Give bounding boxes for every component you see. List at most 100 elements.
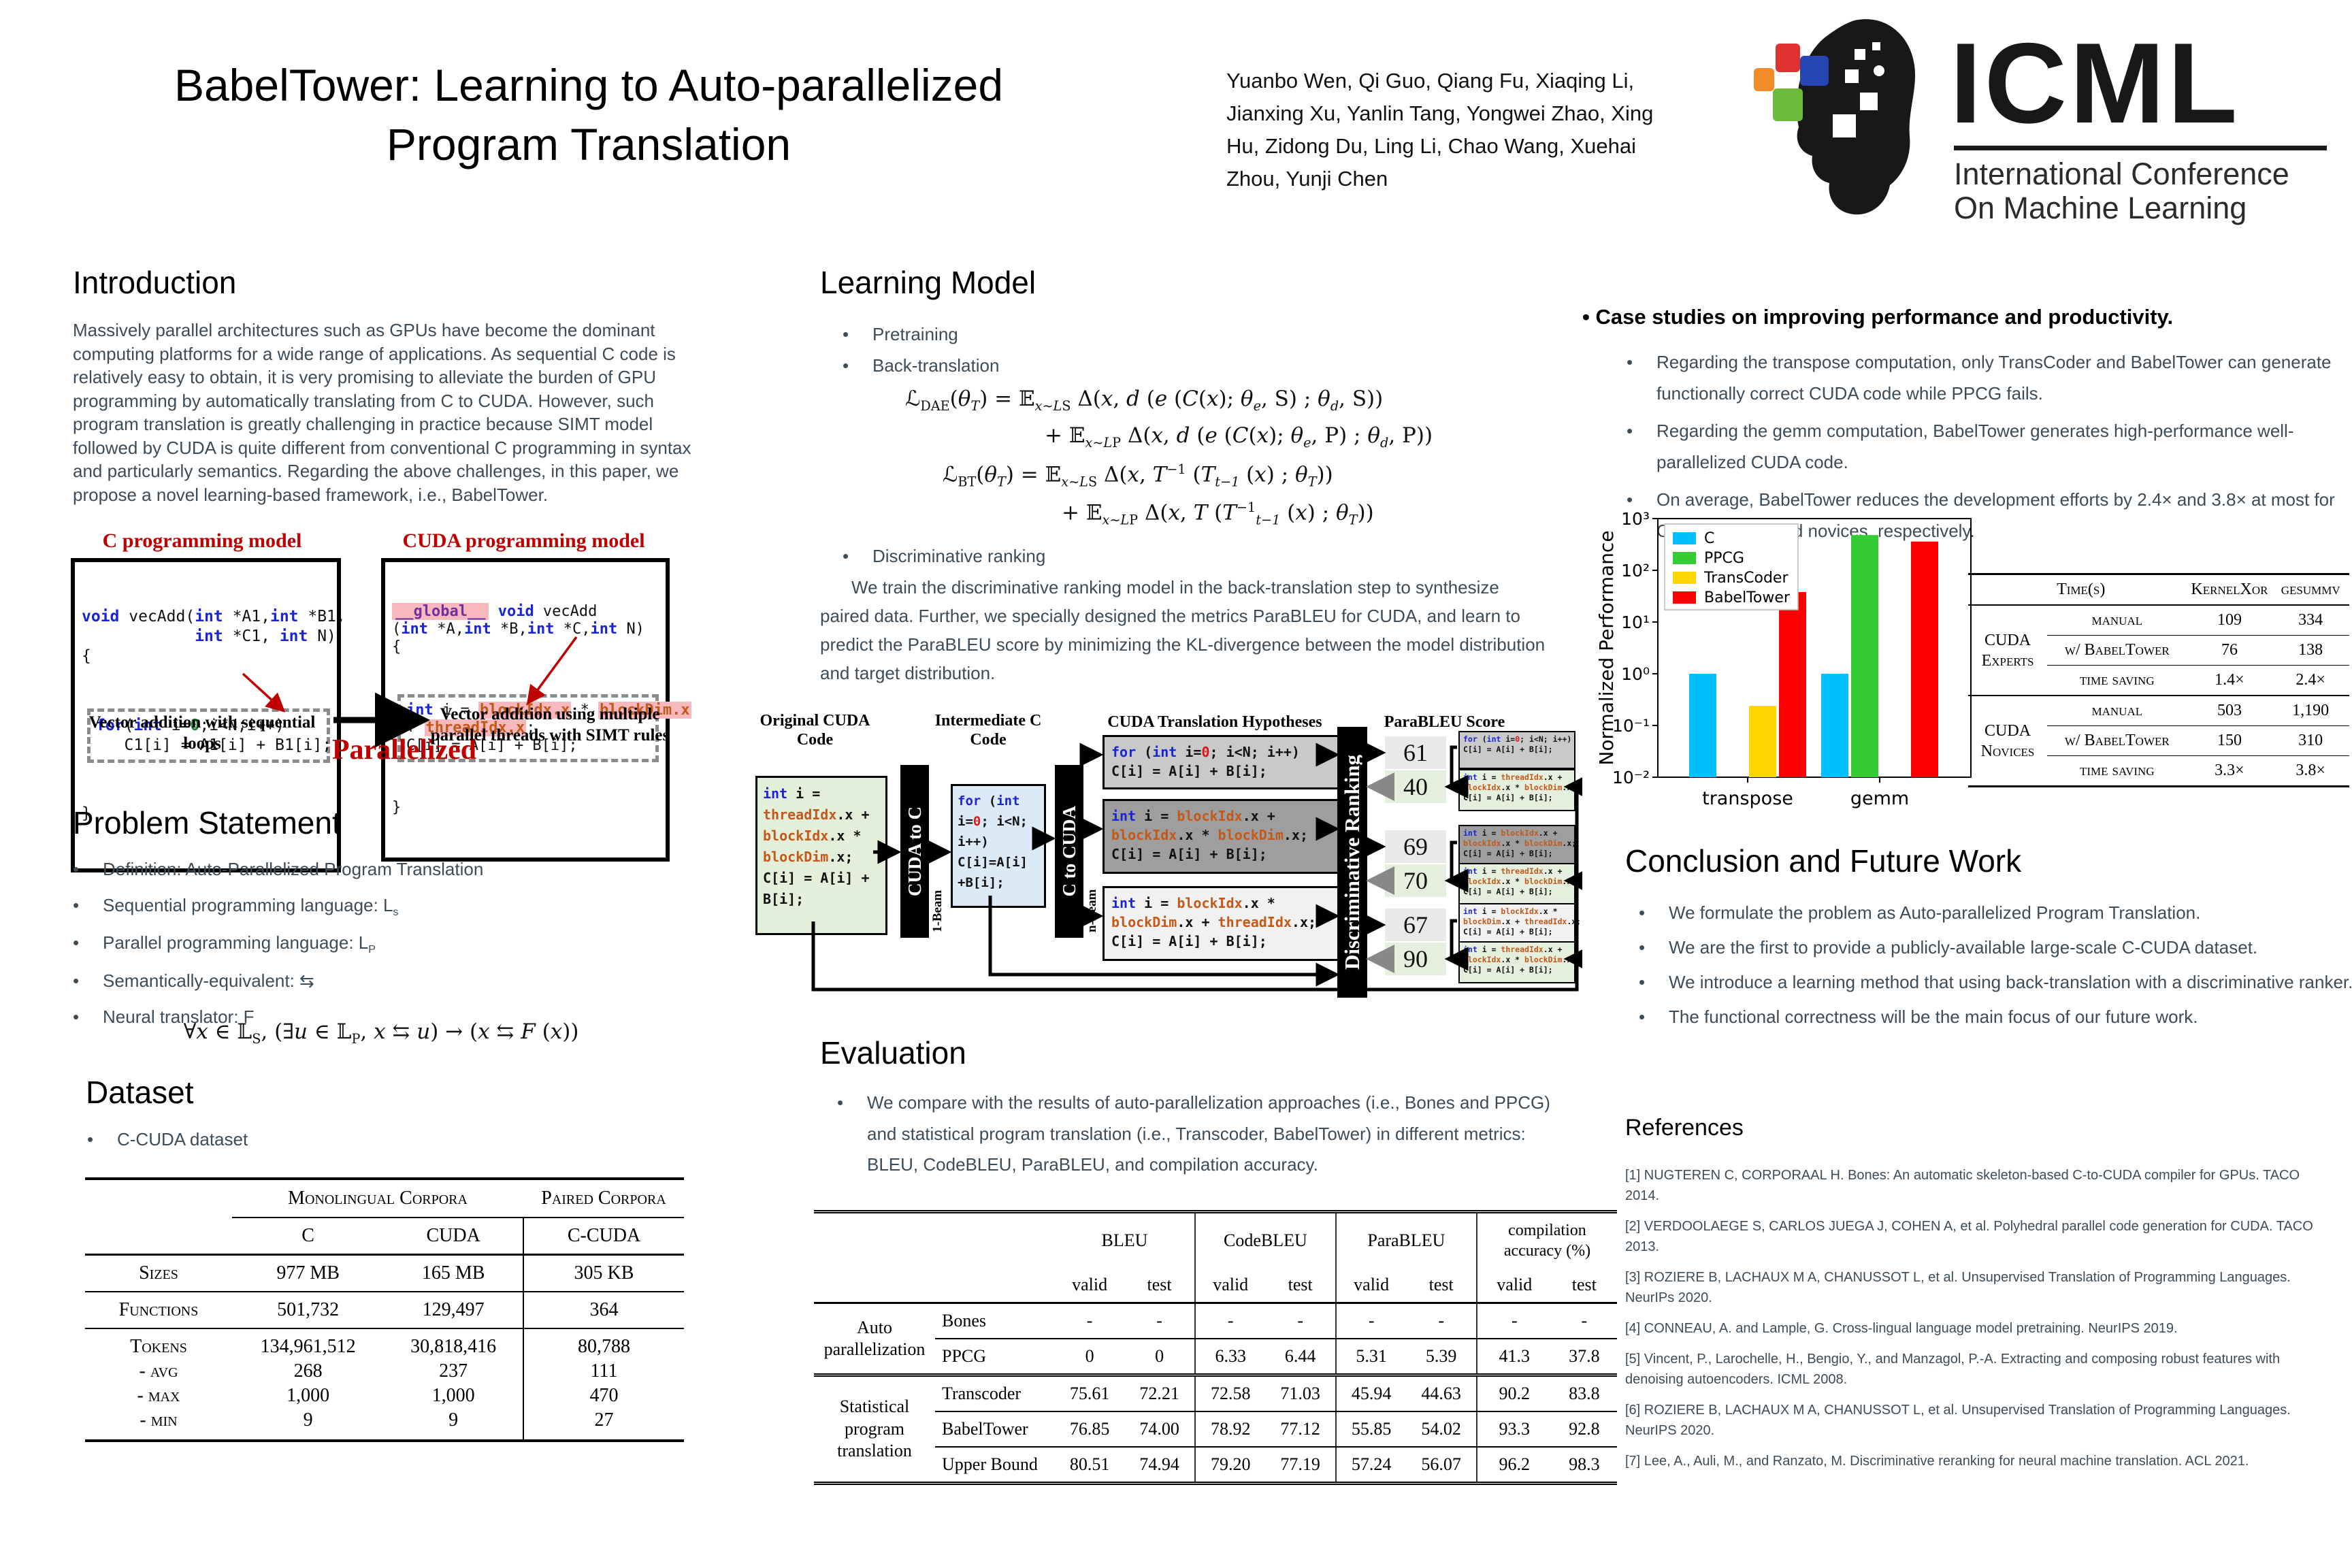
cell: ParaBLEU bbox=[1335, 1211, 1477, 1268]
bullet-item: Neural translator: F bbox=[73, 1004, 713, 1030]
figure-left-caption: Vector addition with sequential loops bbox=[88, 713, 316, 753]
page-title: BabelTower: Learning to Auto-parallelize… bbox=[88, 56, 1089, 174]
bullet-icon bbox=[843, 543, 872, 570]
reference-item: [3] ROZIERE B, LACHAUX M A, CHANUSSOT L,… bbox=[1625, 1270, 2291, 1305]
problem-bullets: Definition: Auto-Parallelized Program Tr… bbox=[73, 856, 713, 1030]
cell: 71.03 bbox=[1265, 1373, 1336, 1412]
hypothesis-2: int i = blockIdx.x + blockIdx.x * blockDi… bbox=[1102, 799, 1345, 874]
cell: - avg bbox=[139, 1360, 178, 1382]
cell bbox=[814, 1268, 935, 1304]
conclusion-heading: Conclusion and Future Work bbox=[1625, 843, 2022, 879]
cell: 977 MB bbox=[232, 1254, 385, 1292]
cell: manual bbox=[2047, 695, 2187, 726]
table-row: CUDA Novices manual 503 1,190 bbox=[1968, 695, 2349, 787]
c-code-loop: for(int i=0;i<N;i++) C1[i] = A1[i] + B1[… bbox=[87, 708, 331, 763]
cell: test bbox=[1406, 1268, 1477, 1304]
bullet-item: Regarding the transpose computation, onl… bbox=[1627, 347, 2348, 409]
figure-left-title: C programming model bbox=[102, 529, 302, 552]
icml-acronym: ICML bbox=[1950, 19, 2240, 147]
table-row: - avg 268 237 111 bbox=[85, 1358, 684, 1384]
cell: 74.94 bbox=[1139, 1454, 1179, 1474]
reference-code-gray: int i = blockIdx.x + blockIdx.x * blockDi… bbox=[1458, 825, 1576, 867]
cell: 75.61 bbox=[1055, 1373, 1125, 1412]
bullet-item: We compare with the results of auto-para… bbox=[837, 1088, 1572, 1181]
cell: 5.31 bbox=[1335, 1339, 1407, 1375]
cell: 501,732 bbox=[232, 1291, 385, 1329]
cell: 44.63 bbox=[1406, 1373, 1477, 1412]
bullet-icon bbox=[843, 321, 872, 348]
bullet-icon bbox=[843, 353, 872, 379]
bullet-icon bbox=[73, 930, 103, 956]
problem-heading: Problem Statement bbox=[73, 805, 341, 840]
cell: 96.2 bbox=[1475, 1447, 1552, 1484]
cell: test bbox=[1124, 1268, 1195, 1304]
bullet-item: Sequential programming language: Ls bbox=[73, 892, 713, 920]
cell: valid bbox=[1335, 1268, 1407, 1304]
equation-bt-2: + 𝔼x∼LP Δ(x, T (T−1t−1 (x) ; θT)) bbox=[1062, 499, 1374, 528]
case-b3: On average, BabelTower reduces the devel… bbox=[1656, 489, 2335, 541]
beam1-label: 1-Beam bbox=[930, 889, 945, 932]
cuda-code-body: int i = blockIdx.x * blockDim.x + threadI… bbox=[397, 694, 691, 762]
cell: 55.85 bbox=[1335, 1411, 1407, 1448]
svg-text:Normalized Performance: Normalized Performance bbox=[1598, 530, 1618, 765]
performance-chart: 10³ 10² 10¹ 10⁰ 10⁻¹ 10⁻² transpose gemm C PPCG Tr… bbox=[1598, 509, 1979, 819]
hypothesis-3: int i = blockIdx.x * blockDim.x + threadI… bbox=[1102, 886, 1345, 961]
cell: 57.24 bbox=[1335, 1447, 1407, 1484]
svg-text:BabelTower: BabelTower bbox=[1704, 589, 1791, 606]
bullet-icon bbox=[837, 1088, 867, 1119]
cell: gesummv bbox=[2272, 574, 2349, 606]
cell: 111 bbox=[523, 1358, 684, 1384]
cell: 6.33 bbox=[1194, 1339, 1266, 1375]
svg-text:TransCoder: TransCoder bbox=[1703, 570, 1788, 587]
cell: CUDA bbox=[384, 1217, 523, 1256]
dataset-bullet: C-CUDA dataset bbox=[117, 1129, 248, 1149]
cell: 3.3× bbox=[2215, 762, 2244, 779]
table-row: time saving 1.4× 2.4× bbox=[1968, 666, 2349, 696]
time-table: Time(s) KernelXor gesummv CUDA Experts m… bbox=[1968, 573, 2349, 787]
c-code-tail: } bbox=[82, 804, 91, 822]
title-line1: BabelTower: Learning to Auto-parallelize… bbox=[174, 60, 1004, 110]
intermediate-c-code: for (int i=0; i<N; i++) C[i]=A[i] +B[i]; bbox=[951, 784, 1046, 908]
bullet-icon bbox=[1627, 347, 1656, 378]
cell: Monolingual Corpora bbox=[232, 1179, 523, 1218]
cell: test bbox=[1265, 1268, 1336, 1304]
cell bbox=[85, 1179, 232, 1218]
original-cuda-code: int i = threadIdx.x + blockIdx.x * blockDim… bbox=[755, 776, 887, 935]
cell: C-CUDA bbox=[523, 1217, 684, 1256]
score-cell: 70 bbox=[1385, 864, 1446, 897]
cell: 80,788 bbox=[523, 1328, 684, 1359]
cell: 268 bbox=[293, 1360, 323, 1382]
reference-code-green: int i = threadIdx.x + blockIdx.x * blockD… bbox=[1458, 769, 1576, 811]
cell: 80.51 bbox=[1069, 1454, 1110, 1474]
cell: 72.58 bbox=[1194, 1373, 1266, 1412]
dataset-table: Monolingual Corpora Paired Corpora C CUD… bbox=[85, 1177, 684, 1442]
intro-heading: Introduction bbox=[73, 265, 237, 300]
evaluation-bullet: We compare with the results of auto-para… bbox=[867, 1092, 1550, 1175]
cell: valid bbox=[1194, 1268, 1266, 1304]
score-cell: 90 bbox=[1385, 943, 1446, 975]
cell: 150 bbox=[2187, 725, 2272, 756]
cell: valid bbox=[1055, 1268, 1125, 1304]
bullet-icon bbox=[1627, 416, 1656, 447]
svg-text:10⁻¹: 10⁻¹ bbox=[1612, 716, 1650, 736]
table-row: Upper Bound 80.51 74.94 79.20 77.19 57.2… bbox=[814, 1447, 1617, 1484]
cell: 2.4× bbox=[2296, 671, 2325, 689]
cell: PPCG bbox=[942, 1346, 987, 1366]
cell: CUDA Experts bbox=[1981, 631, 2034, 670]
table-row: Statistical program translation Transcod… bbox=[814, 1373, 1617, 1484]
bullet-icon bbox=[1639, 934, 1669, 961]
pipeline-diagram: Original CUDA Code Intermediate C Code C… bbox=[745, 708, 1582, 1002]
cell: - bbox=[1406, 1303, 1477, 1339]
cell: 90.2 bbox=[1475, 1373, 1552, 1412]
cell: 77.19 bbox=[1280, 1454, 1320, 1474]
bullet-item: The functional correctness will be the m… bbox=[1639, 1004, 2352, 1030]
cell: 93.3 bbox=[1475, 1411, 1552, 1448]
cell: - bbox=[1265, 1303, 1336, 1339]
cell: KernelXor bbox=[2187, 574, 2272, 606]
c-code-head: void vecAdd(int *A1,int *B1, int *C1, in… bbox=[82, 608, 346, 665]
cell: 9 bbox=[303, 1409, 313, 1431]
cell: 54.02 bbox=[1406, 1411, 1477, 1448]
table-row: valid test valid test valid test valid t… bbox=[814, 1268, 1617, 1304]
table-row: BabelTower 76.85 74.00 78.92 77.12 55.85… bbox=[814, 1411, 1617, 1448]
references-list: [1] NUGTEREN C, CORPORAAL H. Bones: An a… bbox=[1625, 1165, 2333, 1482]
